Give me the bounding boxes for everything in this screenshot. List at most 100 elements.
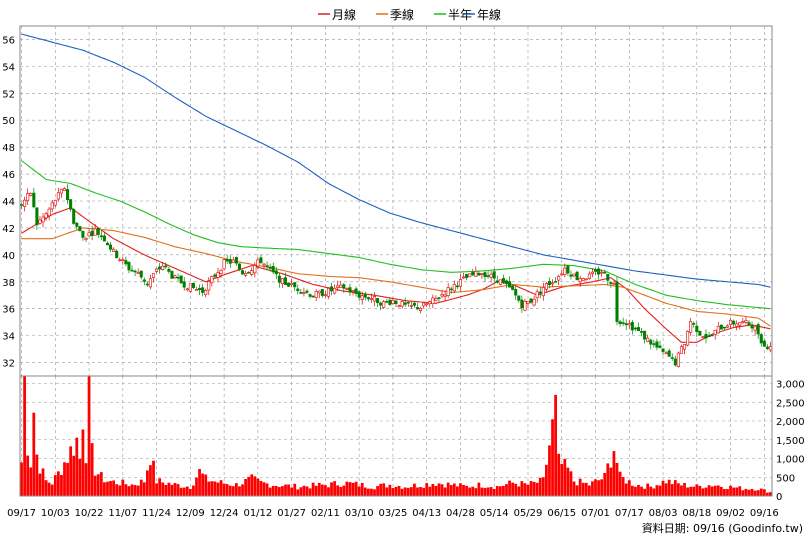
candle-body (557, 275, 561, 281)
volume-bar (443, 487, 447, 496)
candle-body (234, 256, 238, 264)
candle-body (345, 288, 349, 290)
volume-bar (66, 462, 69, 496)
candle-body (191, 282, 195, 289)
volume-bar (385, 487, 389, 496)
candle-body (624, 323, 628, 326)
volume-bar (69, 446, 73, 496)
volume-bar (726, 489, 729, 496)
date-axis: 09/17 10/03 10/22 11/07 11/24 12/09 12/24 01/12… (7, 508, 779, 519)
candle-body (643, 330, 647, 340)
volume-bar (376, 486, 379, 496)
candle-body (732, 320, 736, 325)
volume-bar (529, 481, 533, 496)
candle-body (606, 273, 610, 281)
candle-body (661, 348, 665, 352)
volume-bar (713, 485, 717, 496)
price-tick-label: 34 (2, 332, 15, 343)
candle-body (256, 259, 260, 267)
candle-body (262, 263, 266, 266)
volume-bar (360, 482, 364, 496)
candle-body (707, 335, 711, 338)
volume-bar (735, 487, 739, 496)
legend-label-half: 半年 (448, 8, 472, 22)
volume-bar (262, 482, 266, 496)
candle-body (145, 283, 149, 286)
candle-body (299, 292, 303, 294)
volume-bar (658, 485, 662, 496)
candle-body (354, 288, 358, 294)
candle-body (477, 272, 481, 276)
candle-body (756, 324, 760, 335)
candle-body (517, 295, 521, 301)
candle-body (204, 290, 208, 295)
candle-body (280, 278, 284, 284)
candle-body (526, 301, 530, 304)
price-axis: 32 34 36 38 40 42 44 46 48 50 52 54 56 (2, 35, 15, 369)
date-tick-label: 12/09 (176, 508, 205, 519)
legend-label-quarter: 季線 (390, 7, 414, 22)
legend: 月線 季線 半年 年線 (318, 7, 501, 22)
candle-body (148, 278, 152, 288)
volume-bar (348, 482, 352, 496)
candle-body (326, 288, 331, 297)
volume-bar (698, 485, 702, 496)
volume-bar (314, 485, 318, 496)
candle-body (182, 281, 186, 288)
volume-bar (373, 489, 376, 496)
candle-body (170, 271, 174, 279)
volume-bar (357, 486, 361, 496)
candle-body (722, 326, 726, 329)
price-tick-label: 46 (2, 170, 15, 181)
candle-body (483, 272, 487, 278)
volume-bar (594, 479, 597, 496)
candle-body (440, 294, 444, 297)
volume-bar (397, 485, 401, 496)
volume-bar (247, 476, 251, 496)
candle-body (44, 213, 48, 219)
candle-body (81, 230, 85, 238)
candle-body (369, 298, 373, 300)
candle-body (87, 232, 91, 237)
volume-bar (741, 490, 745, 496)
candle-body (20, 204, 24, 206)
volume-bar (498, 486, 502, 496)
volume-bar (419, 487, 422, 496)
volume-bar (523, 483, 527, 496)
volume-bar (382, 483, 386, 496)
candle-body (268, 266, 272, 269)
candle-body (78, 226, 82, 232)
candle-body (357, 291, 361, 298)
volume-bar (732, 487, 736, 496)
candle-body (139, 270, 143, 278)
volume-bar (106, 481, 109, 496)
volume-bar (575, 485, 579, 496)
candle-body (636, 327, 641, 331)
volume-bar (640, 486, 643, 496)
volume-bar (723, 489, 726, 496)
volume-bar (630, 485, 634, 496)
volume-axis: 0 500 1,000 1,500 2,000 2,500 3,000 (776, 380, 805, 504)
volume-bar (238, 486, 241, 496)
candle-body (216, 272, 220, 278)
volume-bar (554, 394, 557, 496)
volume-tick-label: 500 (776, 473, 795, 484)
volume-bar (60, 475, 63, 496)
candle-body (520, 299, 524, 309)
candle-body (314, 291, 318, 298)
volume-bar (769, 492, 772, 496)
candle-body (578, 278, 582, 283)
volume-bar (370, 488, 373, 496)
volume-bar (677, 483, 680, 496)
candle-body (330, 286, 334, 292)
candle-body (155, 268, 159, 272)
candle-body (664, 352, 668, 355)
candle-body (305, 290, 309, 293)
volume-bar (563, 458, 567, 496)
volume-bar (456, 486, 459, 496)
candle-body (406, 301, 410, 304)
candle-body (725, 325, 730, 328)
volume-bar (634, 486, 637, 496)
candle-body (72, 208, 76, 224)
volume-bar (766, 492, 769, 496)
